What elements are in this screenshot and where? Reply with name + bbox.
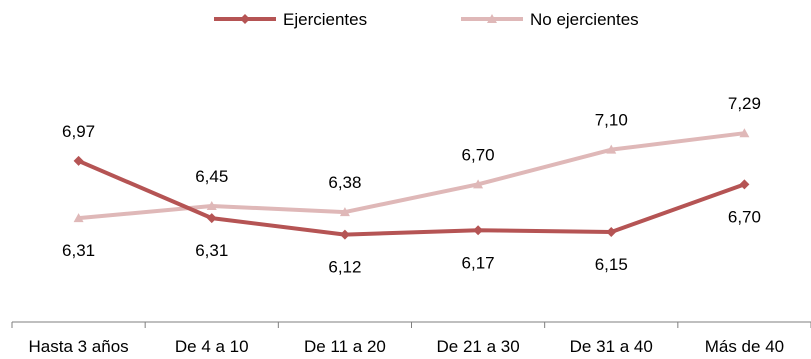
data-label: 6,15 [595,255,628,274]
data-label: 6,31 [195,241,228,260]
data-point [73,155,84,166]
series-ejercientes [73,155,750,240]
data-point [473,179,484,189]
legend-item-ejercientes: Ejercientes [214,10,367,29]
data-point [739,179,750,190]
series-no-ejercientes [73,128,750,223]
legend-label: Ejercientes [283,10,367,29]
data-point [339,229,350,240]
data-label: 6,70 [462,145,495,164]
data-label: 6,45 [195,167,228,186]
data-point [339,207,350,217]
x-tick-label: Más de 40 [705,337,784,356]
data-label: 6,70 [728,207,761,226]
legend: Ejercientes No ejercientes [214,10,639,29]
legend-item-no-ejercientes: No ejercientes [461,10,639,29]
data-point [206,213,217,224]
x-axis: Hasta 3 años De 4 a 10 De 11 a 20 De 21 a 3… [11,321,811,356]
data-point [473,225,484,236]
series-layer [73,128,750,240]
data-label: 6,31 [62,241,95,260]
x-tick-label: De 11 a 20 [304,337,386,356]
data-point [206,201,217,210]
data-label: 6,38 [328,173,361,192]
x-tick-label: De 31 a 40 [570,337,653,356]
data-labels: 6,97 6,31 6,12 6,17 6,15 6,70 6,31 6,45 6,38 6,70… [62,94,761,276]
x-tick-label: De 21 a 30 [436,337,519,356]
data-label: 6,17 [462,253,495,272]
data-label: 6,97 [62,122,95,141]
data-label: 6,12 [328,258,361,277]
data-point [606,227,617,237]
data-point [606,144,617,154]
legend-label: No ejercientes [530,10,639,29]
data-label: 7,10 [595,111,628,130]
data-label: 7,29 [728,94,761,113]
data-point [73,213,84,223]
data-point [739,128,750,138]
series-line [76,158,747,237]
legend-marker [487,14,497,23]
x-tick-label: Hasta 3 años [28,337,128,356]
legend-marker [240,14,250,24]
x-tick-label: De 4 a 10 [175,337,249,356]
